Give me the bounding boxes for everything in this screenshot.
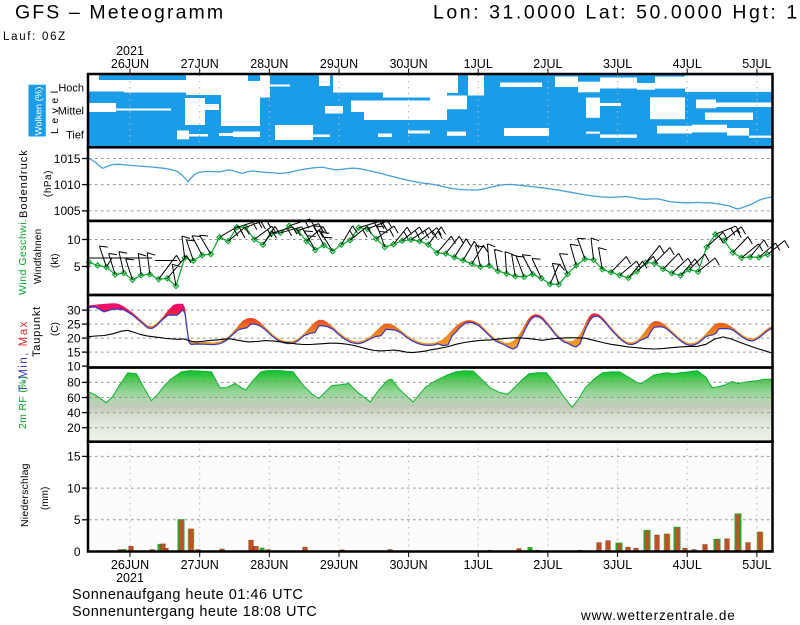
svg-text:27JUN: 27JUN [181,57,219,71]
svg-text:www.wetterzentrale.de: www.wetterzentrale.de [580,608,736,623]
svg-text:10: 10 [67,481,81,495]
svg-text:29JUN: 29JUN [320,57,358,71]
svg-text:5JUL: 5JUL [742,57,771,71]
svg-text:30: 30 [67,303,81,317]
svg-text:Sonnenaufgang heute 01:46 UTC: Sonnenaufgang heute 01:46 UTC [72,587,303,603]
svg-text:Lon: 31.0000 Lat: 50.0000 Hgt:: Lon: 31.0000 Lat: 50.0000 Hgt: 1 [433,2,800,24]
svg-text:1005: 1005 [54,204,81,218]
svg-text:4JUL: 4JUL [673,57,702,71]
svg-text:Tief: Tief [66,129,85,141]
svg-text:27JUN: 27JUN [181,558,219,572]
svg-text:20: 20 [67,331,81,345]
svg-text:3JUL: 3JUL [603,558,632,572]
svg-text:28JUN: 28JUN [250,57,288,71]
svg-text:10: 10 [67,359,81,373]
svg-text:GFS – Meteogramm: GFS – Meteogramm [15,2,225,24]
svg-text:Lauf: 06Z: Lauf: 06Z [3,31,67,43]
svg-text:10: 10 [67,233,81,247]
svg-text:(hPa): (hPa) [43,170,54,197]
svg-text:Windfahnen: Windfahnen [33,229,44,284]
svg-text:25: 25 [67,317,81,331]
svg-text:60: 60 [67,391,81,405]
svg-text:15: 15 [67,345,81,359]
svg-text:26JUN: 26JUN [111,57,149,71]
svg-text:28JUN: 28JUN [250,558,288,572]
svg-text:Mittel: Mittel [58,105,84,117]
svg-text:2m RF (%): 2m RF (%) [17,376,29,429]
svg-text:1JUL: 1JUL [464,57,493,71]
svg-text:Wind Geschwi.: Wind Geschwi. [17,218,29,295]
svg-text:2JUL: 2JUL [533,558,562,572]
svg-text:30JUN: 30JUN [389,57,427,71]
svg-text:29JUN: 29JUN [320,558,358,572]
svg-text:Taupunkt: Taupunkt [31,306,43,357]
svg-text:20: 20 [67,421,81,435]
svg-text:Wolken (%): Wolken (%) [34,87,45,136]
svg-text:Level: Level [49,86,61,134]
svg-text:4JUL: 4JUL [673,558,702,572]
svg-text:Bodendruck: Bodendruck [18,149,30,218]
svg-text:2021: 2021 [116,571,144,585]
svg-text:40: 40 [67,406,81,420]
svg-text:Niederschlag: Niederschlag [19,463,31,527]
svg-text:2021: 2021 [116,44,144,58]
svg-text:5: 5 [74,513,81,527]
svg-text:30JUN: 30JUN [389,558,427,572]
svg-text:Sonnenuntergang heute 18:08 UT: Sonnenuntergang heute 18:08 UTC [72,604,317,620]
svg-text:T-Min, Max: T-Min, Max [18,320,30,392]
svg-text:2JUL: 2JUL [533,57,562,71]
svg-text:5: 5 [74,260,81,274]
svg-text:3JUL: 3JUL [603,57,632,71]
svg-text:5JUL: 5JUL [742,558,771,572]
svg-text:(mm): (mm) [40,487,51,510]
svg-text:(kt): (kt) [50,254,61,268]
svg-text:80: 80 [67,376,81,390]
svg-text:(C): (C) [50,322,61,336]
svg-text:Hoch: Hoch [58,82,84,94]
svg-text:26JUN: 26JUN [111,558,149,572]
svg-text:0: 0 [74,545,81,559]
svg-text:1015: 1015 [54,152,81,166]
svg-text:1JUL: 1JUL [464,558,493,572]
svg-text:15: 15 [67,450,81,464]
svg-text:1010: 1010 [54,178,81,192]
